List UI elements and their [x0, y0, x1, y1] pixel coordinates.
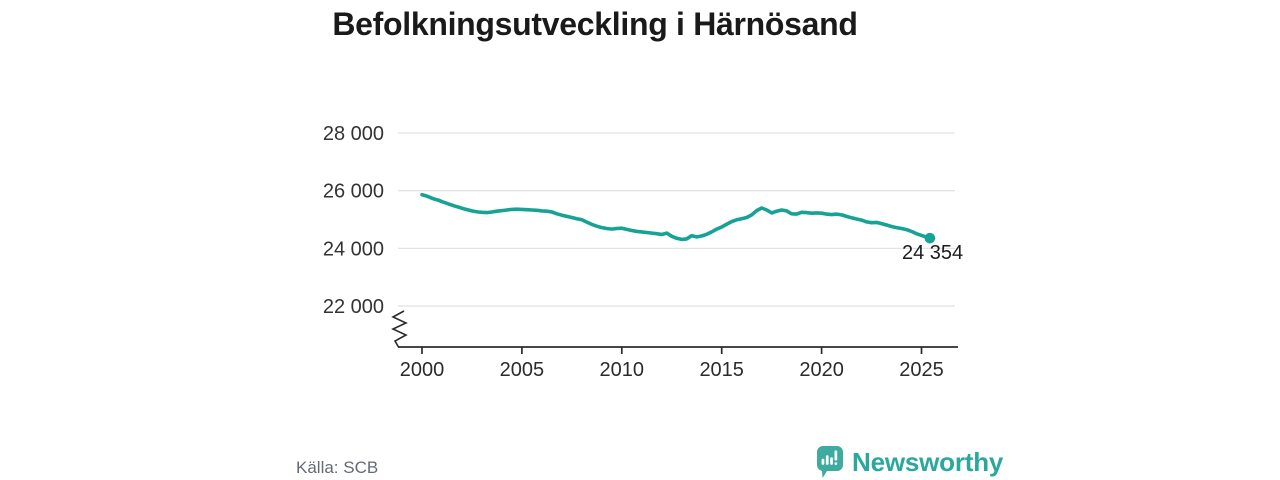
x-axis-tick-label: 2025: [899, 359, 944, 381]
x-axis-tick-label: 2005: [500, 359, 545, 381]
y-axis-tick-label: 22 000: [323, 296, 384, 318]
exclamation-dot: [834, 462, 838, 465]
bar-tall: [825, 455, 829, 465]
newsworthy-speech-bubble-bar-chart-icon: [817, 446, 843, 478]
y-axis-tick-label: 24 000: [323, 238, 384, 260]
axis-break-icon: [391, 310, 408, 348]
y-axis-tick-label: 26 000: [323, 181, 384, 203]
newsworthy-wordmark: Newsworthy: [852, 447, 1004, 477]
exclamation-stroke: [834, 450, 838, 461]
population-line-series: [420, 192, 932, 242]
x-axis-tick-label: 2020: [799, 359, 844, 381]
bar-short: [821, 458, 825, 465]
last-value-label: 24 354: [902, 242, 963, 264]
x-axis-tick-label: 2010: [600, 359, 645, 381]
x-axis-tick-label: 2000: [400, 359, 445, 381]
y-axis-tick-label: 28 000: [323, 123, 384, 145]
end-point-dot: [924, 232, 936, 244]
bar-medium: [830, 457, 833, 465]
newsworthy-logo: Newsworthy: [817, 446, 1003, 478]
chart-title: Befolkningsutveckling i Härnösand: [332, 6, 858, 42]
source-label: Källa: SCB: [296, 458, 379, 477]
x-axis-tick-label: 2015: [699, 359, 744, 381]
speech-bubble-shape: [817, 446, 843, 478]
